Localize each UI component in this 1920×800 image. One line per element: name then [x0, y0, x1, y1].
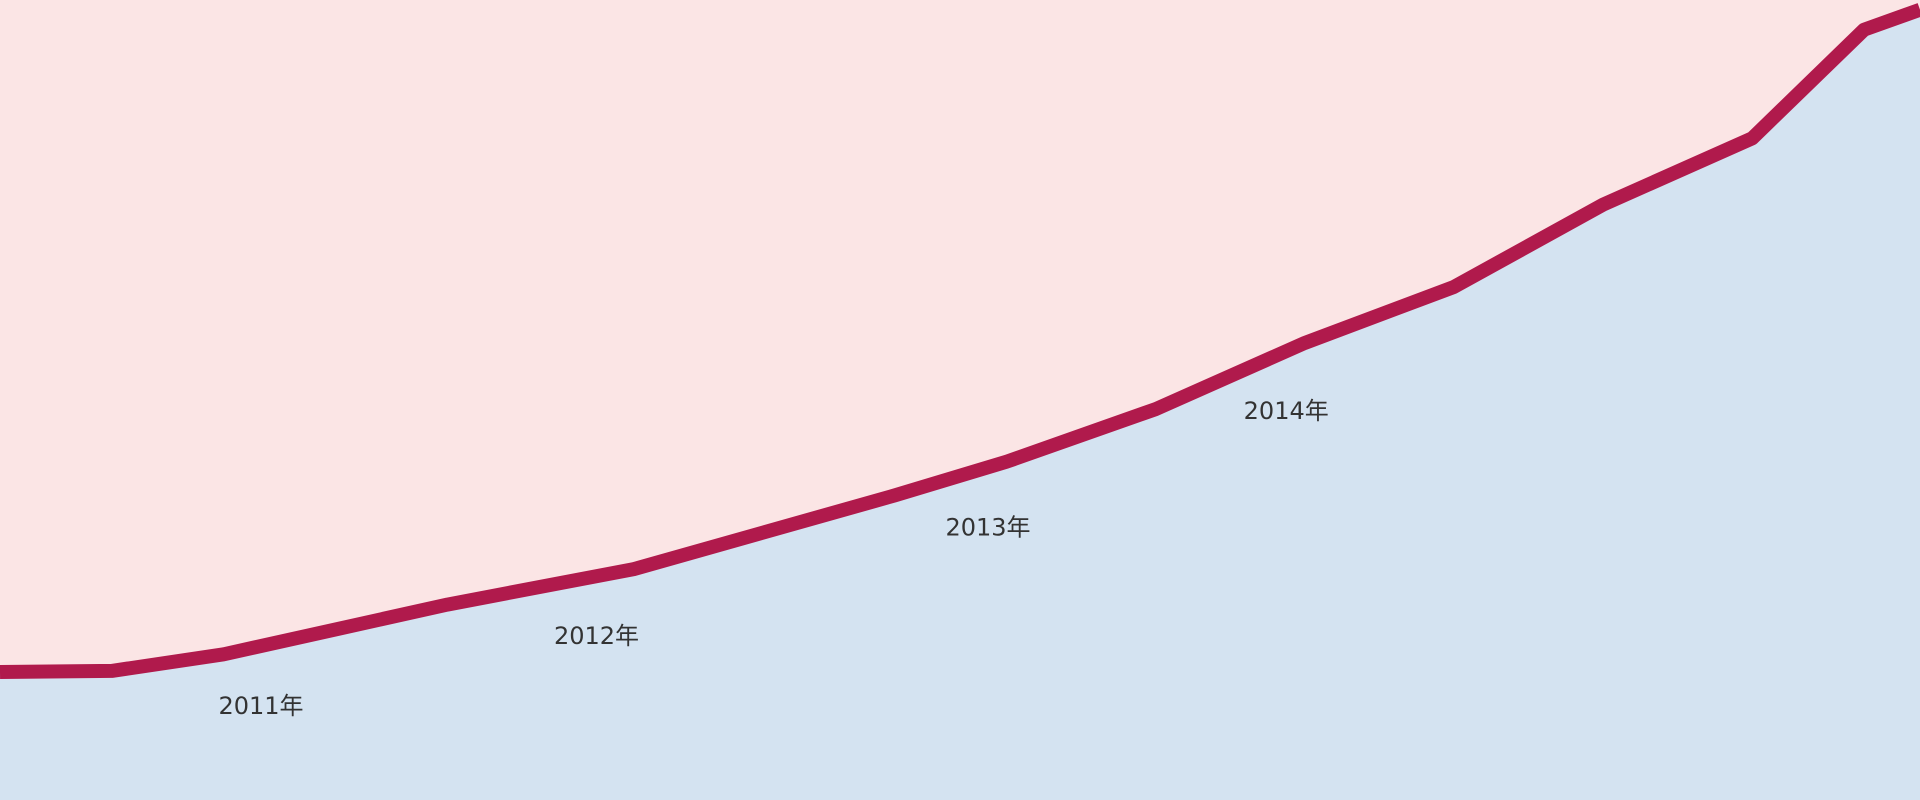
- series-line: [0, 3, 1920, 679]
- year-labels: 2011年 2012年 2013年 2014年: [218, 397, 1328, 720]
- year-label: 2014年: [1244, 397, 1329, 425]
- year-label: 2012年: [554, 622, 639, 650]
- year-label: 2013年: [945, 513, 1030, 541]
- year-label: 2011年: [218, 692, 303, 720]
